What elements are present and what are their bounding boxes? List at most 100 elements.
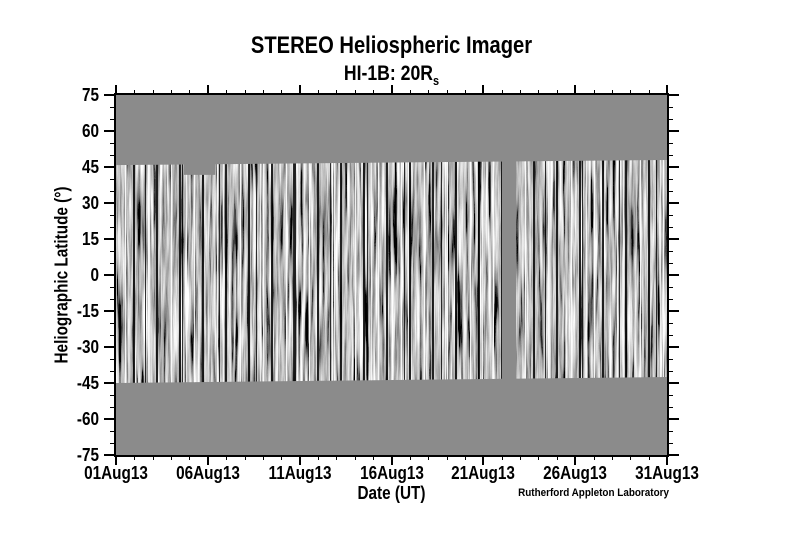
y-major-tick-right bbox=[667, 274, 679, 276]
x-minor-tick-bottom bbox=[189, 455, 191, 460]
y-minor-tick-right bbox=[667, 119, 673, 120]
image-band-segment bbox=[516, 160, 667, 383]
x-minor-tick-top bbox=[354, 90, 356, 95]
y-minor-tick-left bbox=[110, 371, 116, 372]
x-minor-tick-top bbox=[281, 90, 283, 95]
x-minor-tick-bottom bbox=[171, 455, 173, 460]
y-major-tick-left bbox=[104, 346, 116, 348]
x-tick-label: 11Aug13 bbox=[268, 463, 332, 483]
y-tick-label: 15 bbox=[81, 229, 99, 249]
y-minor-tick-right bbox=[667, 395, 673, 396]
x-major-tick-bottom bbox=[574, 455, 577, 465]
y-tick-label: 45 bbox=[81, 157, 99, 177]
y-major-tick-left bbox=[104, 274, 116, 276]
x-minor-tick-bottom bbox=[152, 455, 154, 460]
y-minor-tick-right bbox=[667, 323, 673, 324]
x-major-tick-bottom bbox=[115, 455, 117, 465]
image-band-segment bbox=[116, 160, 502, 383]
x-tick-label: 01Aug13 bbox=[84, 463, 148, 483]
y-tick-label: -45 bbox=[76, 373, 99, 393]
y-minor-tick-right bbox=[667, 431, 673, 432]
axes-frame bbox=[114, 93, 669, 457]
x-minor-tick-top bbox=[134, 90, 136, 95]
x-minor-tick-bottom bbox=[244, 455, 246, 460]
y-minor-tick-left bbox=[110, 335, 116, 336]
y-minor-tick-right bbox=[667, 143, 673, 144]
y-major-tick-right bbox=[667, 166, 679, 168]
x-tick-label: 31Aug13 bbox=[635, 463, 699, 483]
y-minor-tick-left bbox=[110, 227, 116, 228]
x-minor-tick-top bbox=[171, 90, 173, 95]
y-major-tick-right bbox=[667, 382, 679, 384]
figure-subtitle: HI-1B: 20Rs bbox=[160, 63, 623, 91]
x-major-tick-top bbox=[574, 85, 577, 95]
y-minor-tick-left bbox=[110, 119, 116, 120]
x-tick-label: 06Aug13 bbox=[175, 463, 240, 483]
image-band bbox=[116, 160, 667, 383]
x-minor-tick-top bbox=[226, 90, 228, 95]
x-major-tick-top bbox=[206, 85, 209, 95]
x-minor-tick-bottom bbox=[428, 455, 430, 460]
x-minor-tick-bottom bbox=[281, 455, 283, 460]
x-minor-tick-bottom bbox=[501, 455, 503, 460]
x-minor-tick-bottom bbox=[373, 455, 375, 460]
y-minor-tick-left bbox=[110, 215, 116, 216]
x-major-tick-bottom bbox=[482, 455, 485, 465]
y-tick-label: 30 bbox=[81, 193, 99, 213]
x-minor-tick-top bbox=[409, 90, 411, 95]
x-minor-tick-bottom bbox=[446, 455, 448, 460]
x-minor-tick-bottom bbox=[318, 455, 320, 460]
y-major-tick-right bbox=[667, 94, 679, 96]
subtitle-subscript: s bbox=[433, 73, 440, 89]
y-minor-tick-right bbox=[667, 407, 673, 408]
credit-label: Rutherford Appleton Laboratory bbox=[518, 487, 669, 499]
y-minor-tick-right bbox=[667, 215, 673, 216]
x-minor-tick-top bbox=[244, 90, 246, 95]
x-minor-tick-bottom bbox=[648, 455, 650, 460]
y-minor-tick-left bbox=[110, 395, 116, 396]
x-minor-tick-bottom bbox=[611, 455, 613, 460]
y-major-tick-right bbox=[667, 310, 679, 312]
x-major-tick-bottom bbox=[298, 455, 301, 465]
x-minor-tick-bottom bbox=[409, 455, 411, 460]
y-minor-tick-right bbox=[667, 335, 673, 336]
x-minor-tick-bottom bbox=[226, 455, 228, 460]
y-minor-tick-right bbox=[667, 371, 673, 372]
x-minor-tick-top bbox=[556, 90, 558, 95]
x-tick-label: 26Aug13 bbox=[543, 463, 608, 483]
x-major-tick-top bbox=[115, 85, 117, 95]
y-major-tick-left bbox=[104, 166, 116, 168]
x-minor-tick-bottom bbox=[354, 455, 356, 460]
x-minor-tick-top bbox=[611, 90, 613, 95]
y-minor-tick-left bbox=[110, 263, 116, 264]
y-tick-label: -75 bbox=[76, 445, 99, 465]
y-minor-tick-right bbox=[667, 359, 673, 360]
x-major-tick-bottom bbox=[666, 455, 668, 465]
vertical-striping-overlay bbox=[116, 160, 502, 383]
x-minor-tick-top bbox=[593, 90, 595, 95]
y-major-tick-right bbox=[667, 202, 679, 204]
y-tick-label: 75 bbox=[81, 85, 99, 105]
y-minor-tick-left bbox=[110, 323, 116, 324]
y-major-tick-left bbox=[104, 202, 116, 204]
x-tick-label: 21Aug13 bbox=[451, 463, 516, 483]
x-major-tick-top bbox=[298, 85, 301, 95]
y-major-tick-left bbox=[104, 310, 116, 312]
x-minor-tick-bottom bbox=[336, 455, 338, 460]
x-minor-tick-top bbox=[520, 90, 522, 95]
y-tick-label: 60 bbox=[81, 121, 99, 141]
x-minor-tick-top bbox=[428, 90, 430, 95]
y-major-tick-left bbox=[104, 418, 116, 420]
y-major-tick-right bbox=[667, 238, 679, 240]
x-minor-tick-bottom bbox=[520, 455, 522, 460]
y-major-tick-left bbox=[104, 238, 116, 240]
y-major-tick-left bbox=[104, 130, 116, 132]
y-minor-tick-left bbox=[110, 443, 116, 444]
y-major-tick-left bbox=[104, 454, 116, 456]
x-minor-tick-top bbox=[648, 90, 650, 95]
y-minor-tick-left bbox=[110, 299, 116, 300]
y-tick-label: -30 bbox=[76, 337, 99, 357]
x-minor-tick-top bbox=[373, 90, 375, 95]
x-major-tick-top bbox=[666, 85, 668, 95]
